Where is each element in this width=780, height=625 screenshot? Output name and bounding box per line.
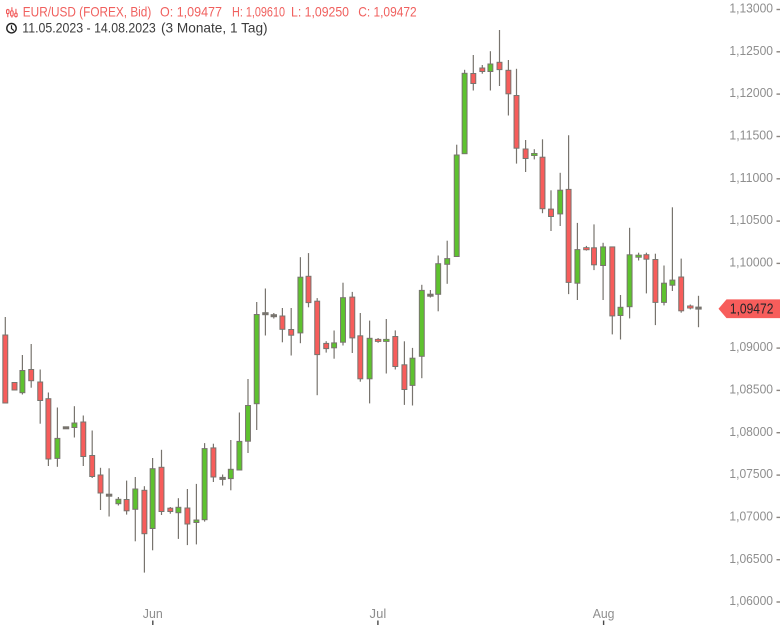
svg-text:(3 Monate, 1 Tag): (3 Monate, 1 Tag) [161, 21, 268, 36]
svg-text:1,06500: 1,06500 [729, 552, 773, 566]
svg-text:1,10500: 1,10500 [729, 213, 773, 227]
svg-text:1,09472: 1,09472 [730, 302, 774, 318]
svg-text:Aug: Aug [593, 607, 615, 621]
svg-text:1,06000: 1,06000 [729, 594, 773, 608]
svg-text:Jun: Jun [143, 607, 163, 621]
svg-text:11.05.2023 - 14.08.2023: 11.05.2023 - 14.08.2023 [22, 21, 156, 36]
svg-text:1,12000: 1,12000 [729, 86, 773, 100]
svg-text:H: 1,09610: H: 1,09610 [232, 4, 285, 19]
svg-text:1,13000: 1,13000 [729, 2, 773, 16]
svg-text:1,07000: 1,07000 [729, 510, 773, 524]
svg-text:1,11500: 1,11500 [729, 129, 773, 143]
svg-text:1,09000: 1,09000 [729, 340, 773, 354]
svg-text:1,07500: 1,07500 [729, 467, 773, 481]
svg-text:O: 1,09477: O: 1,09477 [160, 4, 222, 19]
svg-text:Jul: Jul [370, 607, 387, 621]
svg-text:1,12500: 1,12500 [729, 44, 773, 58]
svg-text:C: 1,09472: C: 1,09472 [358, 4, 417, 19]
svg-text:L: 1,09250: L: 1,09250 [291, 4, 349, 19]
svg-text:EUR/USD (FOREX, Bid): EUR/USD (FOREX, Bid) [23, 4, 152, 19]
svg-text:1,11000: 1,11000 [729, 171, 773, 185]
svg-text:1,08000: 1,08000 [729, 425, 773, 439]
svg-text:1,10000: 1,10000 [729, 256, 773, 270]
svg-text:1,08500: 1,08500 [729, 383, 773, 397]
